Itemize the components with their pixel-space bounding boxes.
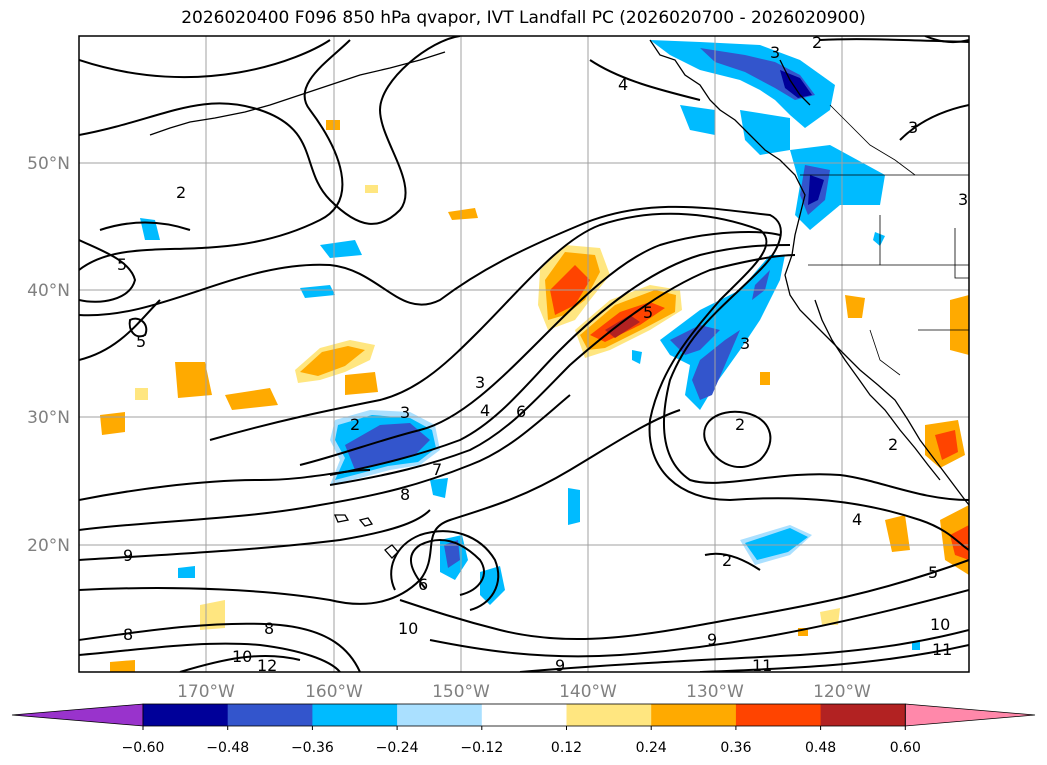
lat-label: 20°N <box>27 536 70 556</box>
colorbar-swatch <box>312 704 398 726</box>
colorbar-outline <box>142 703 906 727</box>
colorbar-swatch <box>735 704 822 726</box>
svg-text:3: 3 <box>770 43 780 62</box>
lon-label: 140°W <box>559 682 617 702</box>
colorbar-tick-label: 0.60 <box>890 740 921 756</box>
colorbar-swatch <box>397 704 483 726</box>
colorbar-swatch <box>820 704 906 726</box>
svg-text:11: 11 <box>752 656 772 675</box>
svg-text:4: 4 <box>852 510 862 529</box>
colorbar-tick-label: 0.12 <box>551 740 582 756</box>
map-border <box>78 35 970 673</box>
colorbar-tick-label: −0.24 <box>376 740 419 756</box>
svg-text:4: 4 <box>480 401 490 420</box>
map-title: 2026020400 F096 850 hPa qvapor, IVT Land… <box>181 8 866 28</box>
svg-text:5: 5 <box>136 332 146 351</box>
svg-text:10: 10 <box>232 647 252 666</box>
colorbar-swatch <box>651 704 737 726</box>
svg-text:6: 6 <box>516 402 526 421</box>
svg-text:10: 10 <box>930 615 950 634</box>
longitude-labels: 170°W 160°W 150°W 140°W 130°W 120°W <box>177 682 871 702</box>
svg-text:9: 9 <box>123 546 133 565</box>
svg-text:4: 4 <box>618 75 628 94</box>
svg-text:3: 3 <box>400 403 410 422</box>
colorbar-swatch <box>481 704 567 726</box>
svg-text:12: 12 <box>257 656 277 675</box>
graticule <box>79 36 969 672</box>
svg-text:2: 2 <box>350 415 360 434</box>
lat-label: 30°N <box>27 408 70 428</box>
colorbar-tick-label: 0.36 <box>720 740 751 756</box>
svg-text:3: 3 <box>908 118 918 137</box>
svg-text:2: 2 <box>812 33 822 52</box>
lon-label: 130°W <box>686 682 744 702</box>
lon-label: 170°W <box>177 682 235 702</box>
colorbar-tick-label: 0.48 <box>805 740 836 756</box>
colorbar-tick-label: −0.48 <box>206 740 249 756</box>
colorbar-swatch <box>566 704 652 726</box>
svg-text:3: 3 <box>958 190 968 209</box>
colorbar-extend-high <box>904 703 1036 727</box>
svg-text:2: 2 <box>722 551 732 570</box>
lon-label: 160°W <box>305 682 363 702</box>
svg-text:2: 2 <box>176 183 186 202</box>
svg-text:2: 2 <box>888 435 898 454</box>
colorbar-tick-label: 0.24 <box>636 740 667 756</box>
colorbar-tick-label: −0.12 <box>460 740 503 756</box>
colorbar-tick-label: −0.36 <box>291 740 334 756</box>
svg-text:5: 5 <box>928 563 938 582</box>
latitude-labels: 50°N 40°N 30°N 20°N <box>27 154 70 556</box>
lon-label: 150°W <box>432 682 490 702</box>
lon-label: 120°W <box>813 682 871 702</box>
map-frame-bg <box>79 36 969 672</box>
svg-text:8: 8 <box>123 625 133 644</box>
svg-text:7: 7 <box>432 460 442 479</box>
svg-text:9: 9 <box>707 630 717 649</box>
colorbar-tick-label: −0.60 <box>122 740 165 756</box>
svg-text:8: 8 <box>264 619 274 638</box>
svg-text:2: 2 <box>735 415 745 434</box>
colorbar-extend-low <box>11 703 144 727</box>
contour-labels: 2 5 5 2 3 4 6 8 7 9 6 8 8 10 10 12 9 11 … <box>117 33 968 675</box>
colorbar-swatch <box>227 704 313 726</box>
svg-text:3: 3 <box>475 373 485 392</box>
shading-layer <box>100 40 969 672</box>
lat-label: 40°N <box>27 281 70 301</box>
svg-text:11: 11 <box>932 640 952 659</box>
svg-text:6: 6 <box>418 575 428 594</box>
svg-text:5: 5 <box>117 255 127 274</box>
colorbar-swatch <box>143 704 229 726</box>
colorbar: −0.60 −0.48 −0.36 −0.24 −0.12 0.12 0.24 0.36 0.4… <box>11 703 1036 756</box>
svg-text:10: 10 <box>398 619 418 638</box>
svg-text:8: 8 <box>400 485 410 504</box>
svg-text:9: 9 <box>555 656 565 675</box>
ivt-contours <box>79 36 969 672</box>
lat-label: 50°N <box>27 154 70 174</box>
svg-text:3: 3 <box>740 334 750 353</box>
borders <box>800 104 969 376</box>
svg-text:5: 5 <box>643 303 653 322</box>
